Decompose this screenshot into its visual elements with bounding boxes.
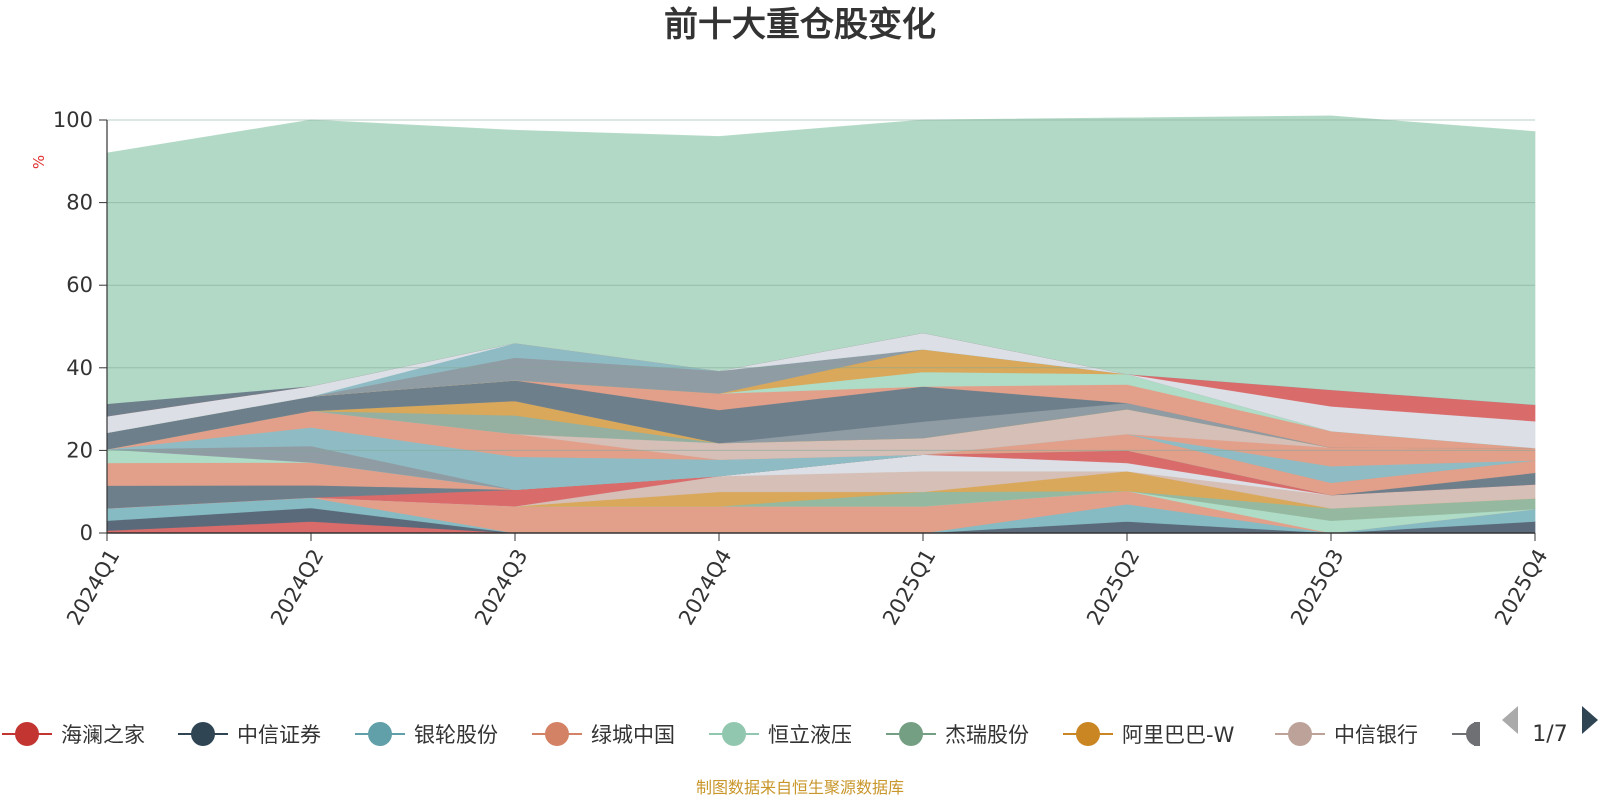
- area-series-30: [106, 115, 1536, 406]
- legend-label: 中信银行: [1334, 723, 1418, 747]
- legend-item-1[interactable]: 海澜之家: [2, 722, 145, 747]
- legend-prev-page-icon[interactable]: [1502, 706, 1518, 734]
- legend-marker-icon: [191, 722, 215, 746]
- legend-label: 中信证券: [237, 723, 321, 747]
- legend: 海澜之家 中信证券 银轮股份 绿城中国 恒立液压 杰瑞股份 阿里巴巴-W 中信银行: [2, 722, 1480, 747]
- legend-item-4[interactable]: 绿城中国: [532, 722, 675, 747]
- legend-pager: 1/7: [1502, 706, 1598, 747]
- legend-marker-icon: [722, 722, 746, 746]
- y-tick-label: 20: [66, 438, 93, 462]
- chart-title: 前十大重仓股变化: [664, 5, 936, 45]
- y-tick-label: 40: [66, 356, 93, 380]
- legend-marker-icon: [545, 722, 569, 746]
- x-tick-label: 2025Q3: [1286, 545, 1348, 629]
- y-tick-label: 0: [80, 521, 93, 545]
- legend-marker-icon: [1076, 722, 1100, 746]
- legend-marker-icon: [368, 722, 392, 746]
- axes: [106, 120, 1535, 534]
- legend-marker-icon: [899, 722, 923, 746]
- x-axis-ticks: 2024Q1 2024Q2 2024Q3 2024Q4 2025Q1 2025Q2 2025…: [62, 533, 1552, 629]
- legend-item-3[interactable]: 银轮股份: [355, 722, 498, 747]
- y-axis-ticks: 0 20 40 60 80 100: [53, 108, 107, 545]
- legend-marker-icon: [15, 722, 39, 746]
- legend-item-2[interactable]: 中信证券: [178, 722, 321, 747]
- legend-label: 阿里巴巴-W: [1122, 723, 1235, 747]
- y-tick-label: 100: [53, 108, 93, 132]
- legend-item-6[interactable]: 杰瑞股份: [886, 722, 1029, 747]
- grid-lines: [107, 119, 1535, 451]
- legend-label: 恒立液压: [768, 723, 852, 747]
- legend-label: 杰瑞股份: [945, 723, 1029, 747]
- legend-label: 银轮股份: [414, 723, 498, 747]
- x-tick-label: 2024Q1: [62, 545, 124, 629]
- x-tick-label: 2024Q2: [266, 545, 328, 629]
- x-tick-label: 2025Q1: [878, 545, 940, 629]
- data-source-note: 制图数据来自恒生聚源数据库: [696, 778, 904, 797]
- legend-page-label: 1/7: [1532, 722, 1567, 747]
- y-tick-label: 80: [66, 191, 93, 215]
- legend-item-8[interactable]: 中信银行: [1275, 722, 1418, 747]
- x-tick-label: 2024Q3: [470, 545, 532, 629]
- legend-label: 海澜之家: [61, 723, 145, 747]
- legend-item-5[interactable]: 恒立液压: [709, 722, 852, 747]
- legend-marker-cut: [1474, 722, 1480, 746]
- area-series-group: [106, 115, 1536, 534]
- legend-next-page-icon[interactable]: [1582, 706, 1598, 734]
- y-tick-label: 60: [66, 273, 93, 297]
- x-tick-label: 2025Q4: [1490, 545, 1552, 629]
- x-tick-label: 2024Q4: [674, 545, 736, 629]
- x-tick-label: 2025Q2: [1082, 545, 1144, 629]
- legend-item-partial[interactable]: [1452, 722, 1480, 746]
- legend-marker-icon: [1288, 722, 1312, 746]
- y-axis-unit: %: [30, 155, 48, 169]
- legend-item-7[interactable]: 阿里巴巴-W: [1063, 722, 1235, 747]
- legend-label: 绿城中国: [591, 723, 675, 747]
